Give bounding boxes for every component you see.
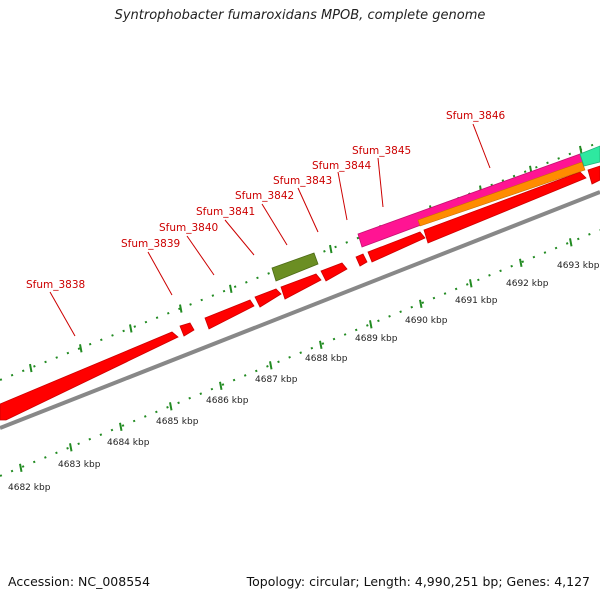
major-tick: [29, 363, 33, 373]
kbp-label: 4683 kbp: [58, 460, 101, 470]
gene-label: Sfum_3841: [196, 206, 255, 218]
gene-label: Sfum_3839: [121, 238, 180, 250]
gene-sfum-3839[interactable]: [179, 322, 195, 337]
gene-label: Sfum_3838: [26, 279, 85, 291]
kbp-label: 4682 kbp: [8, 483, 51, 493]
magenta-feature[interactable]: [357, 153, 585, 248]
misc-feature-olive[interactable]: [271, 252, 319, 282]
gene-label-group: Sfum_3838 Sfum_3839 Sfum_3840 Sfum_3841 …: [26, 110, 506, 291]
inner-tick-track: [0, 229, 600, 477]
gene-sfum-3842[interactable]: [280, 273, 322, 300]
gene-sfum-3843[interactable]: [320, 262, 348, 282]
genome-backbone: [0, 190, 600, 430]
genome-stats-text: Topology: circular; Length: 4,990,251 bp…: [246, 574, 590, 589]
gene-sfum-3845[interactable]: [367, 231, 426, 263]
map-title: Syntrophobacter fumaroxidans MPOB, compl…: [114, 8, 486, 23]
teal-feature[interactable]: [579, 145, 600, 167]
gene-label: Sfum_3846: [446, 110, 506, 122]
major-tick: [319, 340, 323, 349]
inner-major-ticks: [19, 238, 573, 472]
kbp-label: 4686 kbp: [206, 396, 249, 406]
major-tick: [69, 443, 73, 452]
gene-next[interactable]: [587, 165, 600, 185]
gene-sfum-3841[interactable]: [254, 288, 282, 308]
major-tick: [19, 463, 23, 472]
orange-feature[interactable]: [417, 161, 586, 227]
kbp-label: 4688 kbp: [305, 354, 348, 364]
accession-text: Accession: NC_008554: [8, 574, 151, 589]
kbp-label: 4689 kbp: [355, 334, 398, 344]
gene-label: Sfum_3840: [159, 222, 218, 234]
kbp-label: 4692 kbp: [506, 279, 549, 289]
major-tick: [119, 422, 123, 431]
major-tick: [169, 402, 173, 411]
major-tick: [229, 284, 233, 293]
major-tick: [329, 244, 333, 254]
major-tick: [369, 320, 373, 329]
gene-sfum-3844[interactable]: [355, 253, 368, 267]
gene-label: Sfum_3843: [273, 175, 332, 187]
gene-label: Sfum_3842: [235, 190, 294, 202]
kbp-label: 4685 kbp: [156, 417, 199, 427]
label-leaders: [49, 123, 491, 337]
kbp-label: 4691 kbp: [455, 296, 498, 306]
kbp-label-group: 4682 kbp 4683 kbp 4684 kbp 4685 kbp 4686…: [8, 261, 600, 493]
gene-features: [0, 165, 600, 421]
major-tick: [179, 304, 183, 313]
gene-sfum-3838[interactable]: [0, 331, 179, 421]
kbp-label: 4684 kbp: [107, 438, 150, 448]
gene-label: Sfum_3844: [312, 160, 372, 172]
major-tick: [79, 344, 83, 353]
kbp-label: 4690 kbp: [405, 316, 448, 326]
major-tick: [469, 279, 473, 288]
major-tick: [219, 381, 223, 390]
gene-sfum-3840[interactable]: [204, 299, 255, 330]
major-tick: [569, 238, 573, 247]
gene-label: Sfum_3845: [352, 145, 411, 157]
major-tick: [579, 145, 583, 155]
kbp-label: 4687 kbp: [255, 375, 298, 385]
major-tick: [269, 361, 273, 370]
kbp-label: 4693 kbp: [557, 261, 600, 271]
major-tick: [519, 258, 523, 267]
major-tick: [419, 299, 423, 308]
gene-sfum-3846[interactable]: [423, 171, 587, 244]
major-tick: [129, 324, 133, 333]
